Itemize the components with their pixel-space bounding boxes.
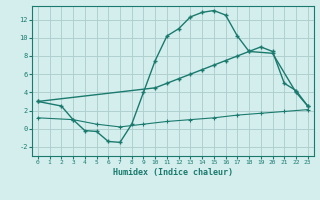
X-axis label: Humidex (Indice chaleur): Humidex (Indice chaleur)	[113, 168, 233, 177]
